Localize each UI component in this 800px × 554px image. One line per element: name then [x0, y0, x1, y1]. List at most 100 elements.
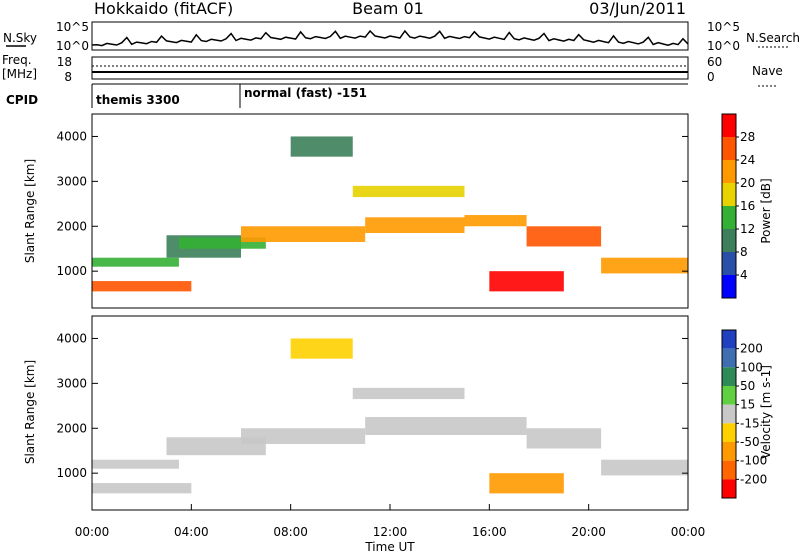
x-tick-label: 16:00	[472, 525, 507, 539]
data-band	[92, 459, 179, 469]
power-colorbar-tick-label: 28	[740, 130, 755, 144]
freq-strip: Freq. [MHz] 18 8 60 0 Nave	[2, 53, 783, 87]
velocity-colorbar-swatch	[722, 367, 736, 386]
velocity-colorbar-swatch	[722, 330, 736, 349]
velocity-colorbar-tick-label: -100	[740, 454, 767, 468]
velocity-heatmap	[92, 338, 688, 494]
nave-tick-bottom: 0	[707, 70, 715, 84]
power-colorbar-swatch	[722, 114, 736, 137]
velocity-colorbar-swatch	[722, 386, 736, 405]
velocity-y-axis: 4000 3000 2000 1000	[56, 331, 688, 480]
velocity-colorbar-label: Velocity [m s-1]	[759, 365, 773, 459]
data-band	[526, 226, 602, 247]
nsearch-label: N.Search	[746, 31, 800, 45]
power-colorbar-tick-label: 20	[740, 176, 755, 190]
cpid-entry-normal: normal (fast) -151	[244, 86, 367, 100]
time-x-axis: 00:00 04:00 08:00 12:00 16:00 20:00 00:00	[75, 504, 706, 539]
velocity-colorbar-swatch	[722, 348, 736, 368]
data-band	[352, 387, 465, 400]
data-band	[241, 428, 366, 444]
freq-tick-top: 18	[57, 55, 72, 69]
velocity-colorbar-swatch	[722, 442, 736, 461]
power-y-tick-label: 3000	[56, 174, 87, 188]
x-tick-label: 20:00	[571, 525, 606, 539]
power-colorbar-label: Power [dB]	[759, 178, 773, 243]
cpid-row: CPID themis 3300 normal (fast) -151	[6, 83, 688, 108]
power-colorbar-swatch	[722, 137, 736, 160]
velocity-panel: 4000 3000 2000 1000 00:00 04:00 08:00 12:00 16:…	[23, 315, 773, 554]
nsky-strip: N.Sky 10^5 10^0 10^5 10^0 N.Search	[3, 20, 800, 53]
power-colorbar-tick-label: 4	[740, 268, 748, 282]
cpid-entry-themis: themis 3300	[96, 93, 180, 107]
date-title: 03/Jun/2011	[589, 0, 686, 18]
x-tick-label: 12:00	[373, 525, 408, 539]
power-colorbar-tick-label: 16	[740, 199, 755, 213]
nsky-tick-bottom: 10^0	[56, 39, 89, 53]
velocity-y-tick-label: 2000	[56, 421, 87, 435]
power-colorbar-swatch	[722, 252, 736, 275]
power-colorbar-swatch	[722, 229, 736, 252]
power-heatmap	[92, 136, 688, 292]
data-band	[290, 136, 353, 157]
freq-label: Freq.	[2, 53, 32, 67]
power-colorbar-tick-label: 12	[740, 222, 755, 236]
cpid-label: CPID	[6, 93, 38, 107]
data-band	[526, 428, 602, 449]
power-y-tick-label: 1000	[56, 264, 87, 278]
data-band	[601, 257, 688, 274]
data-band	[178, 237, 266, 249]
velocity-y-axis-label: Slant Range [km]	[23, 360, 37, 464]
nsky-trace	[91, 29, 689, 47]
power-colorbar-tick-label: 8	[740, 245, 748, 259]
data-band	[365, 417, 527, 436]
nsky-label: N.Sky	[3, 31, 37, 45]
velocity-colorbar-tick-label: 100	[740, 360, 763, 374]
velocity-y-tick-label: 3000	[56, 376, 87, 390]
data-band	[92, 281, 192, 292]
velocity-colorbar-tick-label: 200	[740, 342, 763, 356]
power-colorbar-swatch	[722, 183, 736, 206]
velocity-y-tick-label: 1000	[56, 466, 87, 480]
data-band	[489, 473, 564, 494]
x-axis-label: Time UT	[364, 540, 415, 554]
data-band	[352, 185, 465, 198]
power-colorbar-swatch	[722, 160, 736, 183]
data-band	[92, 483, 192, 494]
x-tick-label: 00:00	[671, 525, 706, 539]
power-colorbar: 28 24 20 16 12 8 4	[721, 113, 755, 299]
power-colorbar-swatch	[722, 275, 736, 298]
x-tick-label: 08:00	[273, 525, 308, 539]
data-band	[290, 338, 353, 359]
power-colorbar-tick-label: 24	[740, 153, 755, 167]
power-y-axis-label: Slant Range [km]	[23, 159, 37, 263]
x-tick-label: 00:00	[75, 525, 110, 539]
velocity-colorbar-tick-label: 15	[740, 398, 755, 412]
freq-tick-bottom: 8	[64, 70, 72, 84]
data-band	[92, 257, 179, 267]
nsearch-tick-top: 10^5	[707, 20, 740, 34]
power-y-tick-label: 2000	[56, 219, 87, 233]
velocity-colorbar-swatch	[722, 479, 736, 498]
beam-title: Beam 01	[352, 0, 424, 18]
data-band	[489, 271, 564, 292]
data-band	[464, 215, 527, 227]
nsearch-tick-bottom: 10^0	[707, 39, 740, 53]
velocity-colorbar-swatch	[722, 423, 736, 442]
freq-unit: [MHz]	[2, 67, 37, 81]
velocity-colorbar-swatch	[722, 460, 736, 480]
data-band	[241, 226, 366, 242]
velocity-colorbar-swatch	[722, 404, 736, 424]
nave-label: Nave	[752, 64, 783, 78]
velocity-colorbar-tick-label: -200	[740, 472, 767, 486]
power-y-axis: 4000 3000 2000 1000	[56, 129, 688, 278]
velocity-colorbar-tick-label: -15	[740, 416, 760, 430]
velocity-y-tick-label: 4000	[56, 331, 87, 345]
nave-tick-top: 60	[707, 55, 722, 69]
power-y-tick-label: 4000	[56, 129, 87, 143]
power-panel: 4000 3000 2000 1000 Slant Range [km] 28 24 20…	[23, 113, 773, 309]
velocity-colorbar-tick-label: -50	[740, 435, 760, 449]
nsky-tick-top: 10^5	[56, 20, 89, 34]
velocity-colorbar-tick-label: 50	[740, 379, 755, 393]
station-title: Hokkaido (fitACF)	[94, 0, 233, 18]
